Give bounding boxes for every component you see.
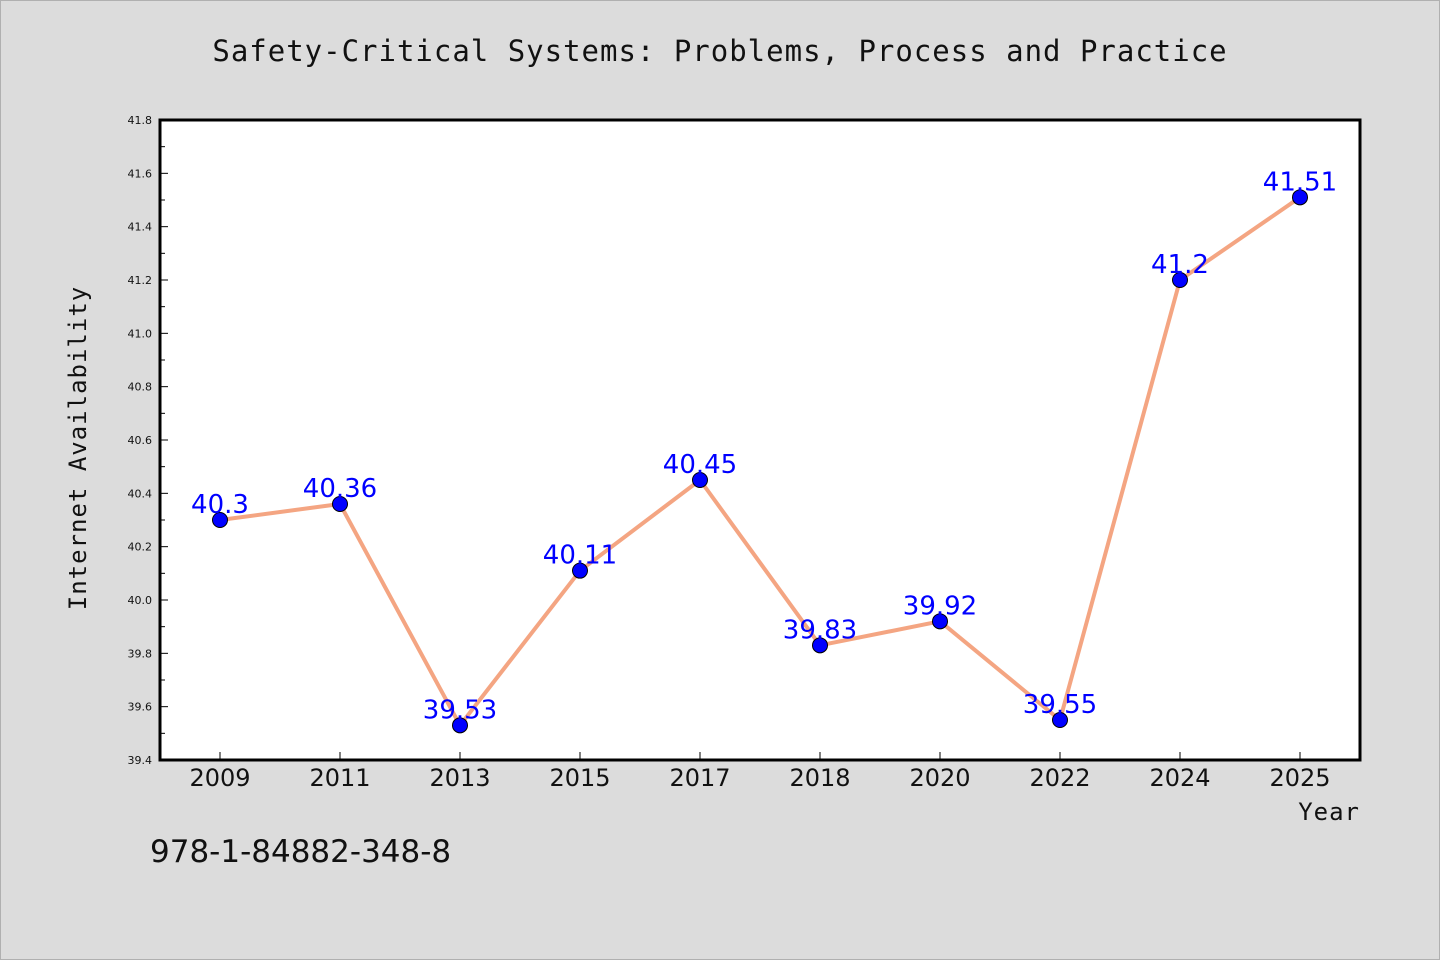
data-point [692,472,708,488]
y-tick-label: 40.8 [128,381,153,394]
y-tick-label: 41.0 [128,327,153,340]
data-markers [212,189,1308,734]
data-label: 39.53 [423,695,497,725]
y-tick-label: 41.4 [128,221,153,234]
x-tick-label: 2013 [429,764,490,792]
y-tick-label: 40.2 [128,541,153,554]
x-axis-label: Year [1298,798,1360,826]
y-tick-label: 41.8 [128,114,153,127]
y-tick-label: 39.6 [128,701,153,714]
x-axis: 2009 2011 2013 2015 2017 2018 2020 2022 2024 2025 [189,752,1331,792]
y-axis: 39.4 39.6 39.8 40.0 40.2 40.4 40.6 40.8 41.0 41.2… [128,114,168,767]
plot-area [158,118,1362,762]
data-label: 40.3 [191,490,249,520]
y-axis-label: Internet Availability [64,286,92,610]
series-line [219,195,1302,728]
data-point [1172,272,1188,288]
data-label: 40.45 [663,450,737,480]
y-tick-label: 39.8 [128,647,153,660]
data-point [932,613,948,630]
data-label: 39.55 [1023,690,1097,720]
data-label: 41.2 [1151,250,1209,280]
x-tick-label: 2020 [909,764,970,792]
x-tick-label: 2017 [669,764,730,792]
x-tick-label: 2022 [1029,764,1090,792]
x-tick-label: 2011 [309,764,370,792]
x-tick-label: 2024 [1149,764,1210,792]
data-labels: 40.3 40.36 39.53 40.11 40.45 39.83 39.92 39.55 4… [191,167,1337,725]
data-label: 41.51 [1263,167,1337,197]
data-point [212,512,228,528]
y-tick-label: 40.4 [128,487,153,500]
data-point [1052,712,1068,728]
chart-title: Safety-Critical Systems: Problems, Proce… [212,34,1228,68]
data-label: 40.36 [303,474,377,504]
x-tick-label: 2025 [1269,764,1330,792]
x-tick-label: 2009 [189,764,250,792]
data-label: 39.92 [903,591,977,621]
y-tick-label: 40.6 [128,434,153,447]
data-point [572,562,588,579]
data-label: 40.11 [543,541,617,571]
x-tick-label: 2018 [789,764,850,792]
y-tick-label: 41.2 [128,274,153,287]
y-tick-label: 39.4 [128,754,153,767]
y-tick-label: 41.6 [128,167,153,180]
data-point [812,637,828,654]
isbn-text: 978-1-84882-348-8 [150,834,452,870]
data-point [452,717,468,734]
data-point [332,496,348,512]
y-tick-label: 40.0 [128,594,153,607]
x-tick-label: 2015 [549,764,610,792]
data-label: 39.83 [783,615,857,645]
data-point [1292,189,1308,206]
